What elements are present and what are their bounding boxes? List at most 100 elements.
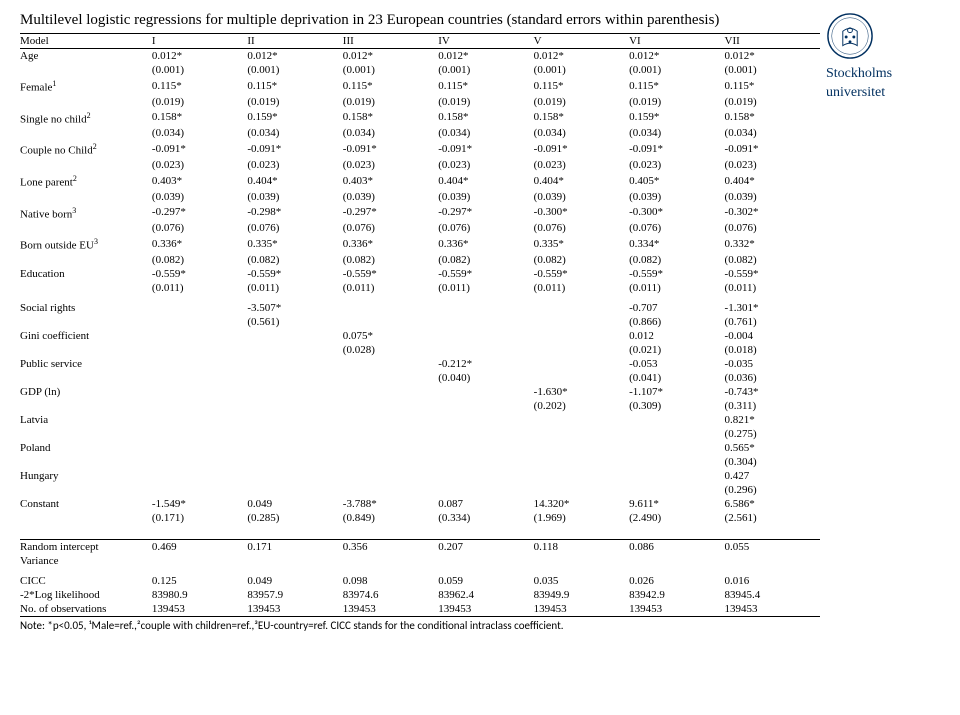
cell-se xyxy=(534,371,629,385)
cell-value: 0.125 xyxy=(152,574,247,588)
cell-se: (0.023) xyxy=(534,158,629,172)
cell-se: (1.969) xyxy=(534,511,629,525)
cell-value: 0.405* xyxy=(629,172,724,190)
cell-value: 0.012* xyxy=(725,49,820,64)
table-title: Multilevel logistic regressions for mult… xyxy=(20,12,940,29)
row-label: Native born3 xyxy=(20,204,152,222)
cell-value: -3.507* xyxy=(247,301,342,315)
cell-value: -0.053 xyxy=(629,357,724,371)
cell-se: (0.866) xyxy=(629,315,724,329)
row-label: -2*Log likelihood xyxy=(20,588,152,602)
cell-value xyxy=(534,469,629,483)
cell-value xyxy=(534,441,629,455)
cell-se: (0.334) xyxy=(438,511,533,525)
cell-se: (0.023) xyxy=(247,158,342,172)
cell-se xyxy=(343,399,438,413)
cell-value: 0.086 xyxy=(629,539,724,554)
cell-se: (0.034) xyxy=(629,126,724,140)
cell-se: (0.011) xyxy=(343,281,438,295)
cell-value: 83945.4 xyxy=(725,588,820,602)
cell-se: (0.023) xyxy=(438,158,533,172)
cell-value xyxy=(534,329,629,343)
cell-value: 0.335* xyxy=(534,235,629,253)
cell-se: (0.034) xyxy=(343,126,438,140)
cell-value: -0.300* xyxy=(534,204,629,222)
cell-value: 0.115* xyxy=(152,77,247,95)
cell-value: 0.336* xyxy=(438,235,533,253)
cell-se: (0.034) xyxy=(534,126,629,140)
cell-se xyxy=(438,483,533,497)
cell-se: (0.019) xyxy=(343,95,438,109)
cell-se xyxy=(343,455,438,469)
cell-se xyxy=(438,455,533,469)
cell-se xyxy=(152,399,247,413)
cell-value: 139453 xyxy=(725,602,820,617)
cell-se xyxy=(438,315,533,329)
cell-value: 0.012* xyxy=(629,49,724,64)
cell-value: 0.159* xyxy=(247,109,342,127)
cell-se: (0.039) xyxy=(247,190,342,204)
cell-value: 139453 xyxy=(438,602,533,617)
row-label: CICC xyxy=(20,574,152,588)
cell-value: 0.115* xyxy=(438,77,533,95)
cell-value: 0.207 xyxy=(438,539,533,554)
university-logo: Stockholms universitet xyxy=(826,12,936,100)
cell-se: (0.001) xyxy=(152,63,247,77)
cell-value: 0.016 xyxy=(725,574,820,588)
row-label: Age xyxy=(20,49,152,64)
cell-se: (0.011) xyxy=(152,281,247,295)
regression-table: ModelIIIIIIIVVVIVIIAge0.012*0.012*0.012*… xyxy=(20,33,820,617)
row-label: GDP (ln) xyxy=(20,385,152,399)
cell-se: (0.849) xyxy=(343,511,438,525)
cell-se xyxy=(534,427,629,441)
cell-value: -0.559* xyxy=(152,267,247,281)
cell-value: -0.559* xyxy=(629,267,724,281)
cell-se xyxy=(534,315,629,329)
cell-value: 0.055 xyxy=(725,539,820,554)
cell-value xyxy=(438,413,533,427)
cell-se: (0.034) xyxy=(438,126,533,140)
cell-se: (0.023) xyxy=(725,158,820,172)
cell-value: 0.404* xyxy=(438,172,533,190)
cell-value: -0.559* xyxy=(534,267,629,281)
cell-value: -0.297* xyxy=(438,204,533,222)
cell-value xyxy=(152,441,247,455)
cell-se: (0.001) xyxy=(247,63,342,77)
row-label: Single no child2 xyxy=(20,109,152,127)
cell-value: 83949.9 xyxy=(534,588,629,602)
cell-se xyxy=(629,455,724,469)
cell-value: 14.320* xyxy=(534,497,629,511)
cell-se: (0.001) xyxy=(438,63,533,77)
header-col: VI xyxy=(629,34,724,49)
cell-value xyxy=(343,301,438,315)
cell-value xyxy=(438,301,533,315)
cell-value xyxy=(247,357,342,371)
cell-value: 0.158* xyxy=(438,109,533,127)
cell-value xyxy=(247,469,342,483)
cell-value: -1.630* xyxy=(534,385,629,399)
cell-value: 0.565* xyxy=(725,441,820,455)
header-col: III xyxy=(343,34,438,49)
cell-se xyxy=(247,483,342,497)
cell-value xyxy=(438,441,533,455)
cell-value xyxy=(247,329,342,343)
row-label: Gini coefficient xyxy=(20,329,152,343)
header-col: V xyxy=(534,34,629,49)
cell-se xyxy=(343,315,438,329)
cell-se: (0.275) xyxy=(725,427,820,441)
row-label: Random intercept xyxy=(20,539,152,554)
cell-se: (0.023) xyxy=(629,158,724,172)
cell-value: 9.611* xyxy=(629,497,724,511)
cell-se: (0.082) xyxy=(152,253,247,267)
cell-value xyxy=(438,385,533,399)
cell-se xyxy=(152,427,247,441)
cell-se: (0.082) xyxy=(725,253,820,267)
cell-value xyxy=(152,301,247,315)
cell-value: 0.336* xyxy=(343,235,438,253)
cell-se: (0.039) xyxy=(343,190,438,204)
cell-value: -0.559* xyxy=(438,267,533,281)
cell-se: (0.039) xyxy=(629,190,724,204)
cell-value: -0.559* xyxy=(725,267,820,281)
cell-value: -0.091* xyxy=(247,140,342,158)
cell-se: (0.076) xyxy=(343,221,438,235)
